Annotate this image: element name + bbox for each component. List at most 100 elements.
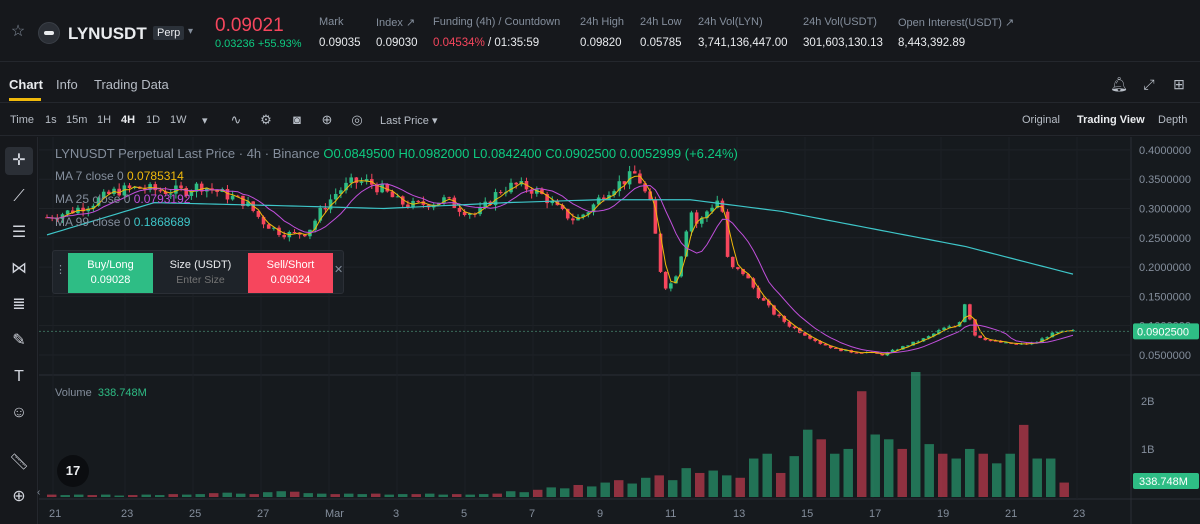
brush-icon[interactable]: ✎: [12, 332, 26, 349]
close-icon[interactable]: ✕: [334, 264, 344, 276]
candle-body: [973, 319, 977, 336]
token-logo: [38, 22, 60, 44]
volume-bar: [560, 488, 570, 497]
time-tick-label: 9: [597, 508, 603, 520]
view-trading-view[interactable]: Trading View: [1077, 114, 1145, 126]
drag-handle-icon[interactable]: ⋮: [55, 264, 66, 276]
candle-body: [143, 188, 147, 190]
chart-canvas[interactable]: 0.4000000 0.3500000 0.3000000 0.2500000 0.20…: [39, 137, 1200, 524]
funding-rate: 0.04534%: [433, 37, 485, 49]
expand-icon[interactable]: ⤢: [1143, 76, 1155, 92]
candle-body: [493, 192, 498, 206]
candle-body: [571, 218, 575, 221]
candle-body: [354, 177, 359, 183]
candle-body: [529, 189, 534, 194]
volume-bar: [1019, 424, 1029, 497]
interval-dropdown-icon[interactable]: ▾: [202, 115, 208, 127]
stat-funding-value: 0.04534% / 01:35:59: [433, 37, 539, 49]
interval-1s[interactable]: 1s: [45, 114, 57, 126]
time-tick-label: 7: [529, 508, 535, 520]
pattern-icon[interactable]: ⋈: [11, 260, 27, 277]
candle-body: [679, 256, 683, 277]
volume-bar: [74, 494, 84, 497]
ma99-line: [46, 199, 1074, 275]
candle-body: [968, 304, 972, 320]
indicator-icon[interactable]: ∿: [230, 112, 242, 127]
collapse-arrow-icon[interactable]: ‹: [37, 487, 41, 498]
volume-bar: [425, 493, 435, 497]
legend-ma25: MA 25 close 0 0.0793192: [55, 192, 191, 206]
fib-icon[interactable]: ≣: [12, 296, 26, 313]
horizontal-lines-icon[interactable]: ☰: [11, 224, 27, 241]
tab-info[interactable]: Info: [56, 77, 78, 92]
volume-bar: [47, 494, 57, 497]
crosshair-icon[interactable]: ✛: [5, 147, 33, 175]
view-depth[interactable]: Depth: [1158, 114, 1188, 126]
candle-body: [890, 349, 895, 353]
price-type-select[interactable]: Last Price ▾: [380, 115, 438, 127]
trend-line-icon[interactable]: ⟋: [13, 188, 25, 205]
candle-body: [462, 211, 467, 216]
candle-body: [901, 346, 905, 350]
interval-1w[interactable]: 1W: [170, 114, 187, 126]
interval-1h[interactable]: 1H: [97, 114, 112, 126]
stat-oi-label[interactable]: Open Interest(USDT) ↗: [898, 17, 1015, 29]
emoji-icon[interactable]: ☺: [10, 404, 28, 421]
candle-body: [988, 340, 993, 342]
buy-long-button[interactable]: Buy/Long 0.09028: [68, 253, 153, 293]
volume-bar: [479, 494, 489, 497]
volume-bar: [938, 453, 948, 497]
interval-1d[interactable]: 1D: [146, 114, 161, 126]
volume-bar: [816, 439, 826, 497]
settings-icon[interactable]: ⚙: [260, 112, 272, 127]
candle-body: [792, 326, 797, 329]
time-tick-label: 17: [869, 508, 881, 520]
size-input[interactable]: [160, 274, 241, 286]
interval-15m[interactable]: 15m: [66, 114, 88, 126]
zoom-in-icon[interactable]: ⊕: [12, 488, 26, 505]
volume-bar: [465, 494, 475, 497]
stat-vol-lyn-value: 3,741,136,447.00: [698, 37, 788, 49]
volume-bar: [141, 494, 151, 497]
candle-body: [859, 352, 864, 354]
volume-bar: [776, 472, 786, 497]
candle-body: [684, 231, 689, 257]
candle-body: [746, 274, 750, 279]
volume-bar: [128, 495, 138, 497]
sell-short-button[interactable]: Sell/Short 0.09024: [248, 253, 333, 293]
candle-body: [813, 338, 818, 341]
tab-chart[interactable]: Chart: [9, 77, 43, 92]
alert-bell-icon[interactable]: 🔔︎: [1110, 76, 1128, 92]
text-tool-icon[interactable]: T: [14, 368, 24, 385]
interval-time[interactable]: Time: [10, 114, 35, 126]
candle-body: [586, 212, 591, 215]
ruler-icon[interactable]: 📏︎: [8, 454, 30, 471]
candle-body: [86, 208, 91, 212]
volume-bar: [317, 493, 327, 497]
candle-body: [730, 256, 735, 268]
volume-bar: [236, 493, 246, 497]
volume-bar: [263, 492, 273, 497]
candle-body: [91, 205, 96, 209]
camera-icon[interactable]: ◙: [293, 112, 301, 127]
stat-index-value: 0.09030: [376, 37, 418, 49]
view-original[interactable]: Original: [1022, 114, 1060, 126]
price-chart[interactable]: 0.4000000 0.3500000 0.3000000 0.2500000 0.20…: [37, 137, 1200, 524]
candle-body: [648, 191, 653, 200]
chevron-down-icon[interactable]: ▾: [188, 26, 194, 37]
candle-body: [292, 232, 297, 234]
favorite-star-icon[interactable]: ☆: [10, 23, 26, 40]
candle-body: [65, 210, 70, 215]
more-grid-icon[interactable]: ⊞: [1173, 76, 1185, 92]
volume-bar: [209, 493, 219, 497]
add-icon[interactable]: ⊕: [321, 112, 333, 127]
interval-4h[interactable]: 4H: [121, 114, 136, 126]
tab-trading-data[interactable]: Trading Data: [94, 77, 169, 92]
stat-index-label[interactable]: Index ↗: [376, 17, 416, 29]
volume-bar: [1005, 453, 1015, 497]
candle-body: [302, 234, 307, 237]
symbol-name[interactable]: LYNUSDT: [68, 24, 147, 43]
compare-icon[interactable]: ◎: [351, 112, 363, 127]
volume-bar: [546, 487, 556, 497]
candle-body: [947, 326, 952, 328]
